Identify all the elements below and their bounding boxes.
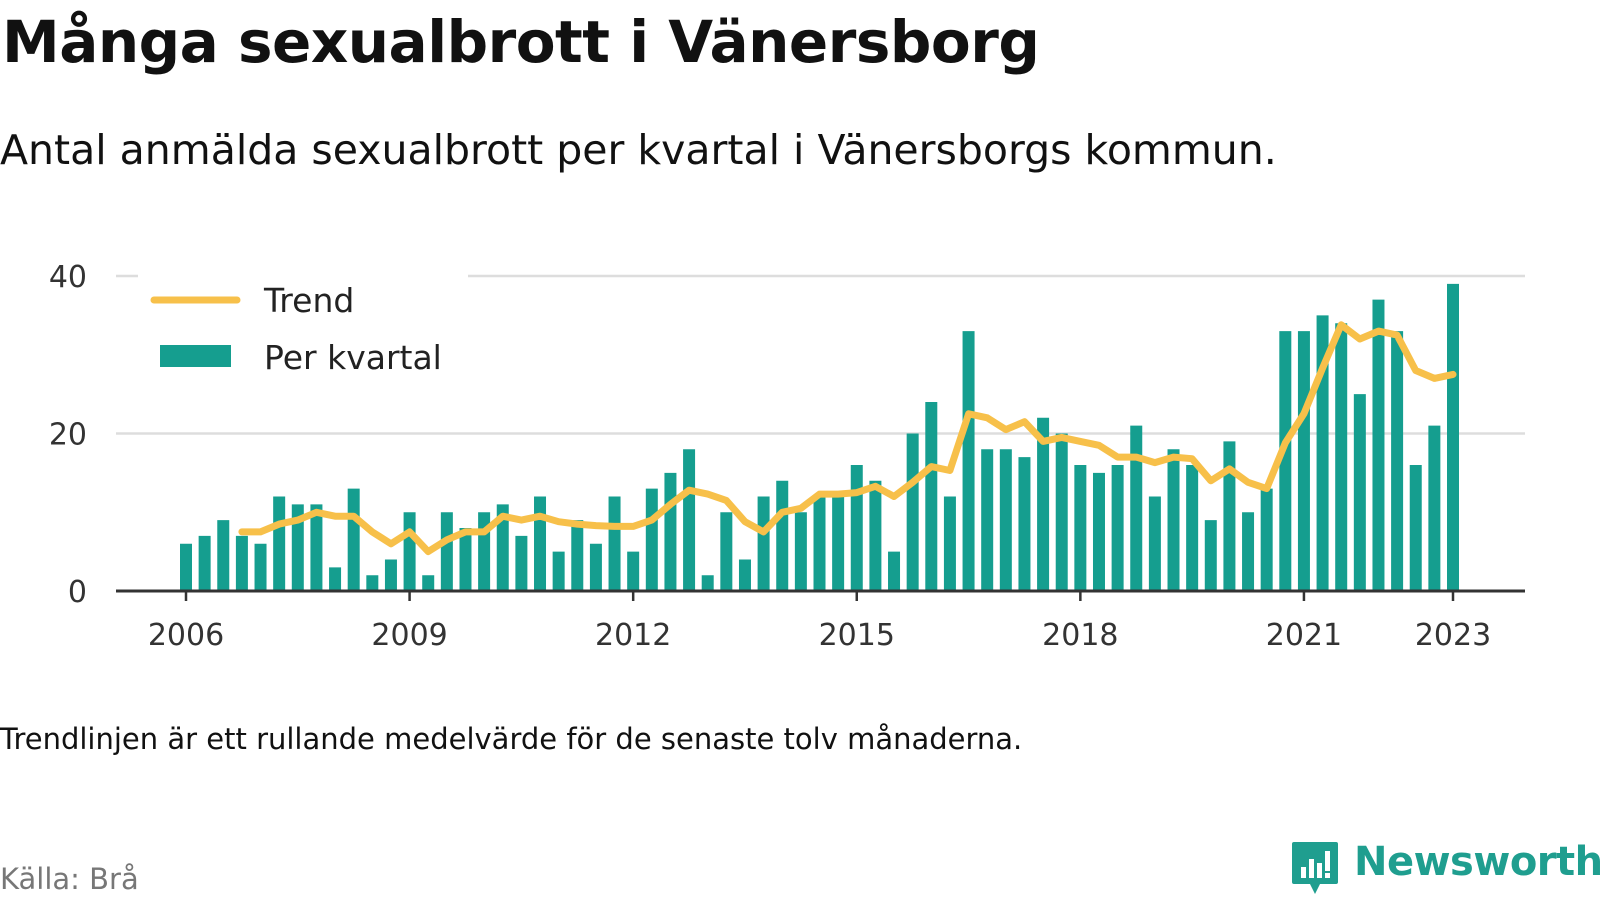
x-tick-label-2018: 2018 (1042, 618, 1118, 653)
brand-name: Newsworthy (1354, 839, 1600, 885)
legend-per-kvartal-swatch (160, 345, 231, 367)
x-tick-label-2021: 2021 (1266, 618, 1342, 653)
bar-2006-Q4 (235, 535, 248, 591)
legend-per-kvartal-label: Per kvartal (264, 338, 442, 377)
legend-trend-label: Trend (263, 281, 354, 320)
bar-2022-Q1 (1372, 299, 1385, 591)
bar-2006-Q1 (180, 543, 192, 591)
bar-2007-Q4 (310, 504, 323, 591)
bar-2017-Q1 (999, 449, 1012, 591)
bar-2022-Q2 (1391, 331, 1404, 591)
bar-2022-Q3 (1409, 465, 1422, 591)
bar-2014-Q2 (794, 512, 807, 591)
bar-2015-Q2 (869, 480, 882, 591)
bar-2020-Q1 (1223, 441, 1236, 591)
bar-2014-Q4 (832, 496, 845, 591)
y-tick-label-20: 20 (49, 418, 87, 453)
bar-2008-Q3 (366, 575, 379, 591)
bar-2012-Q1 (627, 551, 640, 591)
bar-2020-Q3 (1260, 488, 1273, 591)
bar-2017-Q3 (1037, 417, 1050, 591)
x-tick-label-2009: 2009 (371, 618, 447, 653)
bar-2009-Q4 (459, 528, 472, 591)
bar-2015-Q1 (850, 465, 863, 591)
y-tick-label-40: 40 (49, 260, 87, 295)
bar-2016-Q1 (925, 402, 938, 591)
bar-2011-Q4 (608, 496, 621, 591)
bar-2013-Q4 (757, 496, 770, 591)
bar-2007-Q2 (273, 496, 286, 591)
brand-logo: Newsworthy (1290, 840, 1600, 900)
bar-2019-Q2 (1167, 449, 1180, 591)
bar-2010-Q3 (515, 535, 528, 591)
bar-2007-Q3 (291, 504, 304, 591)
bar-2006-Q3 (217, 520, 230, 591)
bar-2020-Q2 (1242, 512, 1255, 591)
legend-background (138, 270, 468, 388)
bar-2018-Q2 (1092, 472, 1105, 591)
bar-2018-Q4 (1130, 425, 1143, 591)
line-series-trend (238, 321, 1457, 556)
bar-2020-Q4 (1279, 331, 1292, 591)
bar-2009-Q3 (440, 512, 453, 591)
bar-2019-Q4 (1204, 520, 1217, 591)
source-label: Källa: Brå (0, 862, 139, 896)
chart-subtitle: Antal anmälda sexualbrott per kvartal i … (0, 126, 1277, 174)
bar-2021-Q4 (1353, 394, 1366, 591)
bar-2015-Q3 (888, 551, 901, 591)
bar-2009-Q1 (403, 512, 416, 591)
x-tick-label-2012: 2012 (595, 618, 671, 653)
bar-2018-Q1 (1074, 465, 1087, 591)
bar-2010-Q4 (534, 496, 547, 591)
bar-2015-Q4 (906, 433, 919, 591)
y-tick-label-0: 0 (68, 575, 87, 610)
bar-2008-Q4 (384, 559, 397, 591)
bar-2022-Q4 (1428, 425, 1441, 591)
bar-2006-Q2 (198, 535, 211, 591)
x-tick-label-2023: 2023 (1415, 618, 1491, 653)
bar-2016-Q2 (943, 496, 956, 591)
bar-2021-Q3 (1335, 323, 1348, 591)
bar-2023-Q1 (1447, 283, 1459, 591)
bar-2017-Q4 (1055, 433, 1068, 591)
bar-2014-Q1 (776, 480, 789, 591)
bar-2012-Q3 (664, 472, 677, 591)
bar-2019-Q3 (1186, 465, 1199, 591)
newsworthy-logo-icon (1292, 842, 1338, 894)
bar-2011-Q1 (552, 551, 565, 591)
x-tick-label-2015: 2015 (819, 618, 895, 653)
bar-2012-Q4 (683, 449, 696, 591)
bar-2017-Q2 (1018, 457, 1031, 591)
bar-2009-Q2 (422, 575, 435, 591)
bar-2010-Q2 (496, 504, 509, 591)
bar-2013-Q3 (738, 559, 751, 591)
bar-2011-Q3 (589, 543, 602, 591)
bar-2018-Q3 (1111, 465, 1124, 591)
bar-2019-Q1 (1148, 496, 1161, 591)
bar-2016-Q3 (962, 331, 975, 591)
x-tick-label-2006: 2006 (148, 618, 224, 653)
footnote: Trendlinjen är ett rullande medelvärde f… (0, 722, 1023, 756)
bar-2013-Q2 (720, 512, 733, 591)
bar-2021-Q1 (1297, 331, 1310, 591)
bar-2007-Q1 (254, 543, 267, 591)
legend: Trend Per kvartal (138, 270, 468, 388)
bar-2014-Q3 (813, 496, 826, 591)
bar-2012-Q2 (645, 488, 658, 591)
trend-line (238, 321, 1457, 556)
chart-svg: 2006 2009 2012 2015 2018 2021 2023 0 20 40 Trend… (49, 260, 1525, 653)
bar-2013-Q1 (701, 575, 714, 591)
bar-2008-Q2 (347, 488, 360, 591)
bar-2011-Q2 (571, 520, 584, 591)
y-axis-labels: 0 20 40 (49, 260, 87, 610)
chart-title: Många sexualbrott i Vänersborg (2, 8, 1040, 76)
x-axis: 2006 2009 2012 2015 2018 2021 2023 (116, 589, 1525, 653)
bar-series-per-kvartal (180, 283, 1459, 591)
bar-2008-Q1 (329, 567, 342, 591)
bar-2016-Q4 (981, 449, 994, 591)
